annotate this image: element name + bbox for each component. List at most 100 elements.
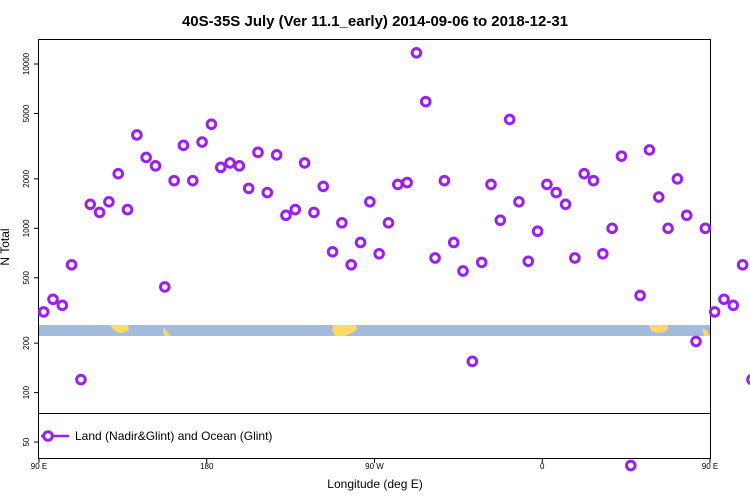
data-point xyxy=(541,178,553,191)
chart-title: 40S-35S July (Ver 11.1_early) 2014-09-06… xyxy=(182,13,568,30)
data-point xyxy=(708,306,721,318)
legend-label: Land (Nadir&Glint) and Ocean (Glint) xyxy=(75,429,272,443)
data-point xyxy=(643,144,656,156)
data-point xyxy=(569,252,581,264)
data-point xyxy=(624,459,637,472)
data-point xyxy=(522,255,535,268)
data-point xyxy=(289,203,302,216)
data-point xyxy=(270,149,283,161)
data-point xyxy=(391,178,404,191)
data-point xyxy=(503,113,516,126)
y-axis: 50 100 200 500 1000 2000 5000 10000 xyxy=(22,52,39,447)
data-point xyxy=(419,95,432,108)
data-point xyxy=(149,160,162,172)
data-point xyxy=(103,195,115,208)
data-point xyxy=(336,217,348,229)
data-point xyxy=(671,173,684,185)
data-point xyxy=(513,195,525,208)
ocean-strip xyxy=(39,325,710,336)
y-tick-label-4: 1000 xyxy=(22,219,31,237)
data-point xyxy=(131,129,143,141)
data-point xyxy=(699,222,712,235)
data-point xyxy=(606,222,618,235)
data-point xyxy=(354,236,367,249)
y-tick-label-3: 500 xyxy=(22,271,31,285)
data-point xyxy=(214,161,227,174)
data-point xyxy=(401,176,413,189)
data-point xyxy=(345,258,358,271)
data-point xyxy=(280,209,292,222)
data-point xyxy=(382,217,395,229)
legend-marker xyxy=(42,430,54,442)
data-point xyxy=(429,252,441,264)
y-tick-label-1: 100 xyxy=(22,385,31,399)
data-point xyxy=(373,247,385,260)
data-point xyxy=(93,206,106,219)
x-tick-label-3: 0 xyxy=(540,462,545,471)
data-point xyxy=(364,195,376,208)
data-point xyxy=(531,225,544,238)
data-point xyxy=(597,247,609,260)
data-point xyxy=(410,47,423,59)
y-tick-label-7: 10000 xyxy=(22,52,31,75)
data-point xyxy=(578,167,590,180)
data-point xyxy=(615,150,628,162)
data-point xyxy=(224,157,236,169)
data-point xyxy=(587,174,600,187)
data-point xyxy=(252,146,264,159)
data-point xyxy=(168,174,180,187)
data-point xyxy=(727,299,740,312)
data-point xyxy=(475,256,488,269)
data-point xyxy=(261,186,274,199)
data-point xyxy=(47,293,59,306)
data-point xyxy=(466,355,479,368)
legend: Land (Nadir&Glint) and Ocean (Glint) xyxy=(41,429,272,443)
x-tick-label-4: 90 E xyxy=(702,462,718,471)
map-strip xyxy=(39,325,710,336)
data-point xyxy=(718,293,730,306)
data-point xyxy=(326,245,339,258)
data-point xyxy=(485,178,497,191)
data-point xyxy=(634,289,646,302)
plot-frame xyxy=(38,39,711,459)
data-point xyxy=(186,174,199,187)
data-point xyxy=(652,191,665,203)
y-tick-label-2: 200 xyxy=(22,336,31,350)
y-tick-label-5: 2000 xyxy=(22,169,31,187)
data-point xyxy=(662,222,674,235)
data-points xyxy=(37,47,750,472)
y-tick-label-0: 50 xyxy=(22,437,31,446)
data-point xyxy=(56,299,69,312)
data-point xyxy=(37,306,50,318)
land-blob-5 xyxy=(703,328,710,336)
y-axis-label: N Total xyxy=(0,228,12,265)
data-point xyxy=(196,136,208,148)
data-point xyxy=(438,174,451,187)
data-point xyxy=(65,258,78,271)
data-point xyxy=(559,198,572,211)
data-point xyxy=(205,118,218,131)
data-point xyxy=(746,374,750,386)
x-tick-label-1: 180 xyxy=(200,462,214,471)
data-point xyxy=(75,373,87,386)
data-point xyxy=(736,258,749,271)
data-point xyxy=(242,182,255,195)
data-point xyxy=(447,236,460,249)
data-point xyxy=(680,209,693,222)
x-axis: 90 E 180 90 W 0 90 E xyxy=(31,458,718,471)
data-point xyxy=(298,157,311,169)
land-blob-3 xyxy=(332,325,357,336)
data-point xyxy=(690,335,702,348)
land-blob-2 xyxy=(163,328,171,336)
x-tick-label-2: 90 W xyxy=(365,462,384,471)
data-point xyxy=(550,186,563,199)
data-point xyxy=(457,265,469,277)
y-tick-label-6: 5000 xyxy=(22,104,31,122)
land-blob-4 xyxy=(649,325,668,333)
data-point xyxy=(177,139,190,152)
data-point xyxy=(140,151,152,164)
land-blob-1 xyxy=(110,325,129,333)
data-point xyxy=(494,214,507,227)
data-point xyxy=(121,203,134,216)
